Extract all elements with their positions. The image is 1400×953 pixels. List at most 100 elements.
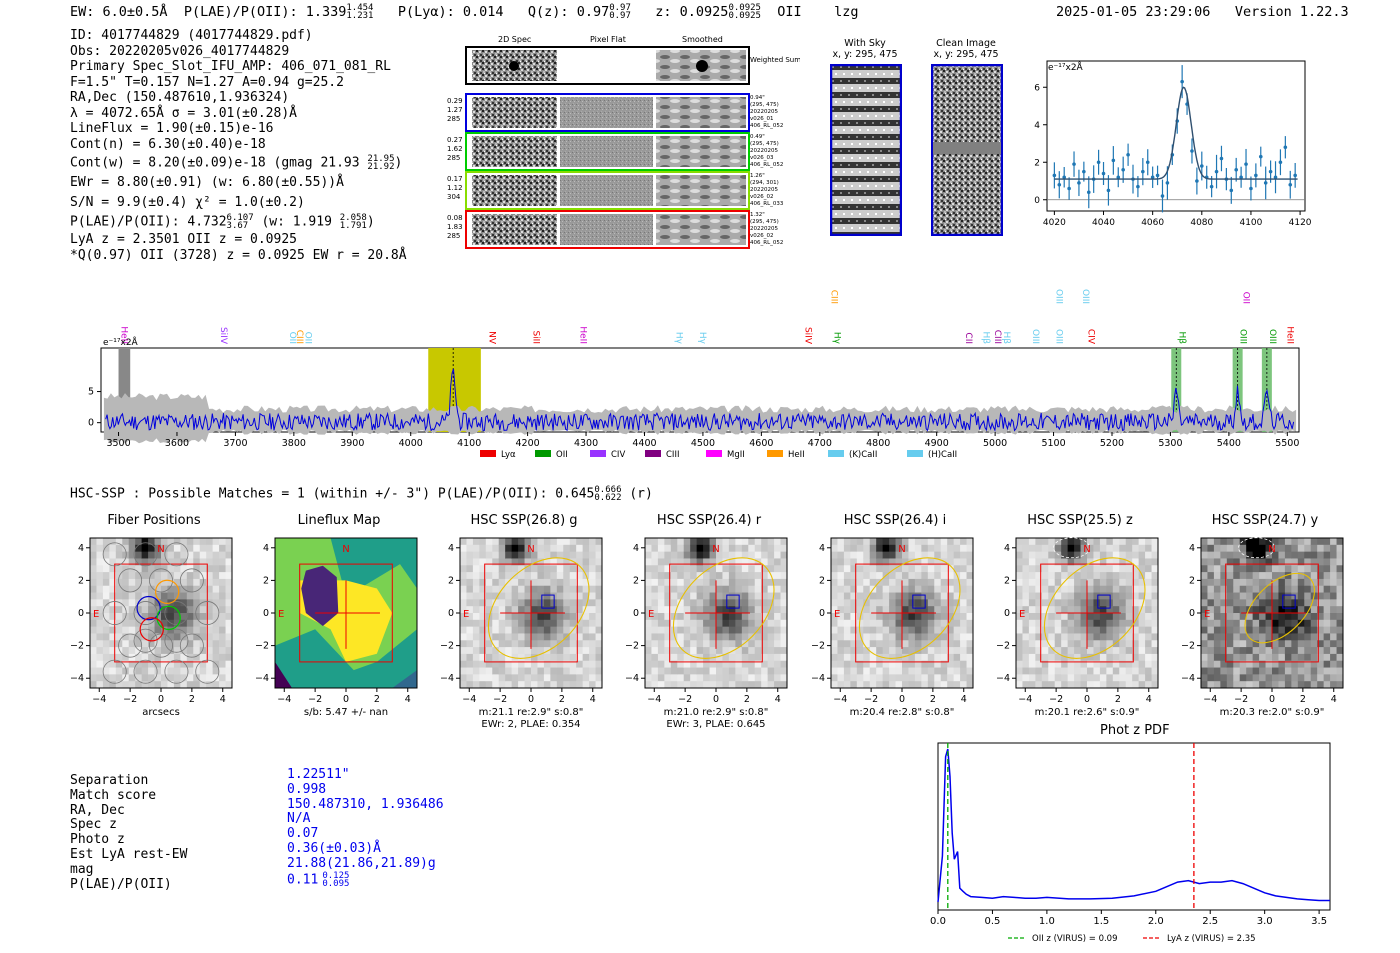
pdf-xtick: 2.0 [1148,916,1164,927]
spec2d-row-left-value: 285 [447,154,460,162]
hsc-xtick: 4 [405,694,411,705]
hsc-xtick: 0 [713,694,719,705]
fiber-circle [149,568,173,593]
hsc-xtick: 4 [220,694,226,705]
fiber-circle [102,542,127,567]
spec-line-label: OIII [1267,329,1277,344]
spec2d-row-right-value: v026_02 [750,194,774,200]
spec2d-row-right-value: (295, 475) [750,102,779,108]
zoom-data-point [1195,179,1199,183]
spec2d-row-right-value: 406_RL_052 [750,123,783,129]
hsc-ytick: −2 [625,641,639,652]
hsc-ytick: 2 [1189,575,1195,586]
fiber-circle [195,601,220,625]
hsc-xtick: −2 [678,694,692,705]
hsc-match-box [541,594,555,609]
header-summary: EW: 6.0±0.5Å P(LAE)/P(OII): 1.339 1.454 1.… [70,3,859,21]
hsc-panel-title: Lineflux Map [297,513,381,528]
info-q: *Q(0.97) OII (3728) z = 0.0925 EW r = 20… [70,247,407,263]
fiber-circle [179,633,204,658]
match-value: N/A [287,811,311,827]
spec-line-label: Hβ [1001,331,1011,344]
spec2d-row-left-value: 1.27 [447,106,463,114]
match-label: Spec z [70,817,117,833]
east-label: E [834,609,840,620]
zoom-fit-curve [1054,86,1298,180]
fiber-circle [149,633,173,658]
match-label: Match score [70,787,157,803]
hsc-caption-1: m:20.3 re:2.0" s:0.9" [1220,707,1325,718]
zoom-ytick: 2 [1034,158,1040,168]
info-lineflux: LineFlux = 1.90(±0.15)e-16 [70,121,274,136]
hsc-xtick: 0 [1269,694,1275,705]
svg-text:(H)CaII: (H)CaII [928,450,957,460]
spec-xtick: 4700 [808,438,832,449]
hsc-caption-1: m:21.0 re:2.9" s:0.8" [664,707,769,718]
header-plae: P(LAE)/P(OII): 1.339 [183,4,347,20]
header-user: lzg [834,4,859,20]
hsc-xtick: −2 [1234,694,1248,705]
spec-xtick: 3500 [106,438,130,449]
zoom-xtick: 4080 [1190,218,1213,228]
hsc-ytick: 4 [263,543,269,554]
spec2d-row-right-value: v026_03 [750,155,774,161]
header-line: OII [777,4,802,20]
photz-title: Phot z PDF [1100,723,1170,738]
spec2d-row-right-value: (295, 475) [750,219,779,225]
info-primary: Primary Spec_Slot_IFU_AMP: 406_071_081_R… [70,59,391,74]
spec2d-row-right-value: 406_RL_052 [750,240,783,246]
zoom-ylabel: e⁻¹⁷x2Å [1048,61,1084,73]
zoom-xtick: 4040 [1092,218,1115,228]
hsc-xtick: 0 [1084,694,1090,705]
north-label: N [898,544,905,555]
spec2d-row-right-value: 0.94" [750,95,765,101]
hsc-xtick: 2 [1115,694,1121,705]
spec2d-row-left-value: 1.62 [447,145,463,153]
zoom-data-point [1136,184,1140,189]
hsc-galaxy-ellipse [1244,572,1315,644]
north-label: N [342,544,349,555]
info-ewr: EWr = 8.80(±0.91) (w: 6.80(±0.55))Å [70,175,344,190]
zoom-data-point [1126,152,1130,157]
zoom-data-point [1244,162,1248,166]
zoom-data-point [1229,188,1234,193]
spec-line-label: CIII [992,330,1002,344]
svg-text:CIV: CIV [611,450,625,460]
fiber-circle [118,568,143,593]
header-plae-range: 1.454 1.231 [346,3,374,21]
spec-line-label: HeII [1284,326,1294,344]
spec-line-label: NV [487,331,497,345]
zoom-data-point [1096,160,1101,165]
hsc-ytick: 4 [819,543,825,554]
zoom-data-point [1106,188,1111,193]
spec-line-label: OII [303,332,313,344]
zoom-data-point [1283,145,1288,150]
match-label: P(LAE)/P(OII) [70,876,172,892]
spec2d-row-left-value: 0.27 [447,136,463,144]
hsc-xtick: −2 [308,694,322,705]
hsc-panel-title: Fiber Positions [107,513,201,528]
hsc-xtick: −2 [1049,694,1063,705]
hsc-xtick: 4 [775,694,781,705]
hsc-match-box [912,594,926,609]
info-obs: Obs: 20220205v026_4017744829 [70,43,290,59]
zoom-data-point [1214,169,1219,174]
hsc-caption-2: EWr: 2, PLAE: 0.354 [481,719,580,730]
match-label: RA, Dec [70,802,125,818]
spec2d-row-right-value: 0.49" [750,134,765,140]
hsc-panel-6: HSC SSP(25.5) z N E −4 −2 0 2 4 4 2 0 −2 −4 m:20.1 re… [996,513,1164,723]
zoom-ytick: 6 [1034,83,1040,93]
hsc-xtick: 0 [343,694,349,705]
svg-text:Lyα: Lyα [501,450,516,460]
spec-line-label: OIII [1054,289,1064,304]
hsc-xtick: 2 [189,694,195,705]
hsc-panel-title: HSC SSP(26.4) r [656,513,762,528]
spec-xtick: 4400 [632,438,656,449]
hsc-heading: HSC-SSP : Possible Matches = 1 (within +… [70,485,653,503]
svg-text:OII z (VIRUS) = 0.09: OII z (VIRUS) = 0.09 [1032,934,1118,944]
spec-legend-item: OII [535,450,568,460]
north-label: N [1083,544,1090,555]
fiber-circle-highlight [139,617,164,642]
